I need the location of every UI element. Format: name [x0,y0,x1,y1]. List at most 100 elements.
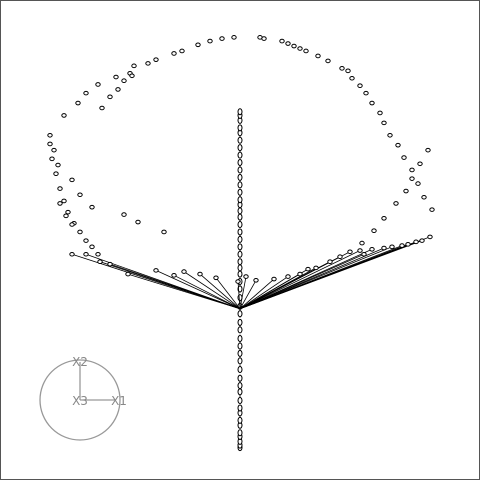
ring-point [63,213,69,219]
fan-point [83,251,89,257]
fan-point [243,274,249,279]
ring-point [89,244,95,250]
fan-segment [183,271,241,310]
fan-point [213,275,219,281]
axis-triad-label-right: X1 [111,394,127,408]
ring-point [345,68,351,74]
ring-point [61,198,67,204]
spine-point [237,258,243,266]
fan-segment [239,276,247,309]
spine-point [237,342,243,350]
spine-point [237,335,243,343]
ring-point [285,41,291,46]
spine-point [237,207,243,215]
ring-point [53,171,59,176]
ring-point [291,43,297,49]
ring-point [363,90,369,96]
spine-point [237,404,243,412]
fan-point [381,245,387,251]
ring-point [171,51,177,56]
ring-point [393,201,399,206]
fan-point [97,259,103,264]
ring-point [279,38,285,44]
ring-point [315,53,321,59]
fan-point [181,269,187,274]
fan-segment [239,250,361,310]
ring-point [339,66,345,71]
spine-point [237,310,243,318]
fan-segment [239,278,275,310]
fan-point [337,254,343,260]
fan-point [107,261,113,267]
ring-point [113,74,119,80]
axis-triad-label-top: X2 [72,355,88,369]
ring-point [121,78,127,84]
ring-point [129,73,135,79]
ring-point [69,222,75,227]
ring-point [89,204,95,210]
ring-point [219,36,225,41]
spine-point [237,397,243,405]
fan-point [419,238,425,243]
ring-point [195,42,201,48]
ring-point [75,100,81,106]
fan-segment [237,281,241,309]
spine-point [237,357,243,365]
ring-point [381,120,387,126]
ring-point [51,147,57,153]
ring-point [429,207,435,212]
fan-point [361,251,367,257]
spine-point [237,243,243,251]
fan-segment [127,273,241,310]
fan-point [305,266,311,272]
spine-point [237,228,243,236]
series-ring [47,35,435,257]
ring-point [357,83,363,88]
spine-point [237,388,243,396]
spine-point [237,318,243,326]
ring-point [77,229,83,235]
ring-point [135,219,141,225]
ring-point [377,110,383,116]
ring-point [417,161,423,167]
fan-point [253,277,259,283]
axis-triad: X2 X3 X1 [39,355,127,441]
fan-point [413,239,419,245]
ring-point [115,87,121,92]
ring-point [49,156,55,162]
fan-point [171,273,177,278]
ring-point [425,147,431,153]
fan-segment [239,253,365,310]
spine-point [237,326,243,334]
spine-point [237,173,243,181]
ring-point [231,35,237,40]
ring-point [47,141,53,147]
spine-point [237,124,243,132]
ring-point [55,162,61,168]
fan-point [153,268,159,273]
spine-point [237,250,243,258]
fan-segment [239,276,289,310]
ring-point [349,75,355,81]
spine-point [237,264,243,272]
fan-segment [239,280,257,309]
chart-marks [47,35,435,452]
ring-point [77,192,83,198]
fan-point [69,251,75,257]
spine-point [237,136,243,144]
ring-point [57,186,63,191]
fan-point [357,248,363,253]
ring-point [369,100,375,106]
fan-segment [239,268,309,310]
fan-point [271,276,277,282]
spine-point [237,235,243,243]
ring-point [421,194,427,200]
ring-point [325,58,331,64]
ring-point [61,113,67,118]
fan-point [389,244,395,250]
ring-point [387,132,393,138]
ring-point [57,201,63,206]
ring-point [47,132,53,138]
ring-point [297,46,303,51]
